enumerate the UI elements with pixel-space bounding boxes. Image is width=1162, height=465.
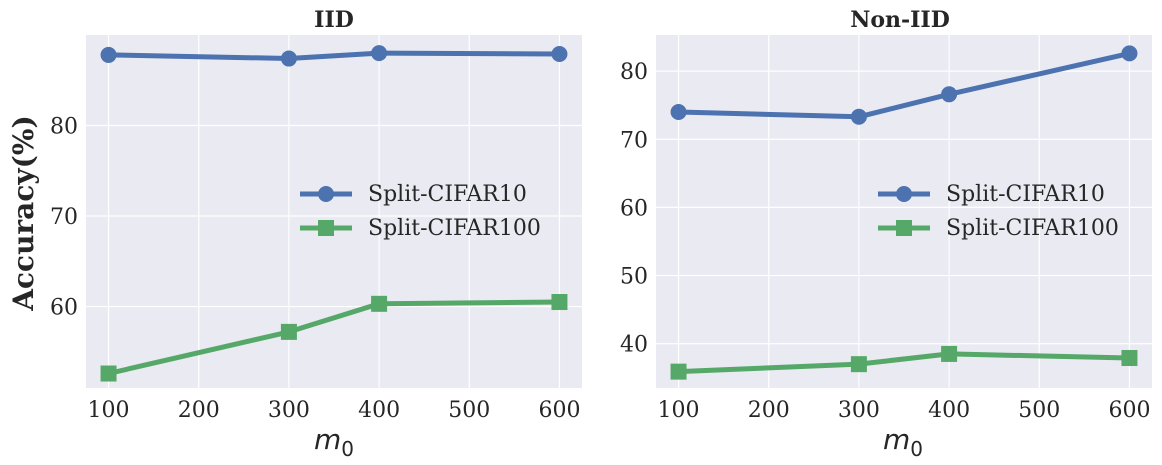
plot-area-iid	[86, 35, 582, 388]
y-tick-label: 40	[620, 333, 648, 358]
legend-marker-split-cifar10	[318, 186, 334, 202]
x-tick-label: 300	[838, 398, 880, 423]
x-tick-label: 200	[748, 398, 790, 423]
data-point	[371, 295, 388, 312]
chart-iid: 100 200 300 400 500 600 60 70 80 IID Accuracy(%)…	[7, 7, 582, 461]
x-axis-label-subscript: 0	[341, 437, 354, 461]
x-axis-label-main: m	[314, 423, 341, 456]
x-axis-label-iid: m0	[314, 423, 354, 461]
data-point	[1121, 45, 1138, 62]
legend-label-split-cifar100: Split-CIFAR100	[946, 216, 1119, 241]
y-tick-label: 70	[620, 128, 648, 153]
x-axis-label-subscript: 0	[910, 437, 923, 461]
x-axis-label-non-iid: m0	[883, 423, 923, 461]
ticks-non-iid: 100 200 300 400 500 600 40 50 60 70 80	[620, 60, 1150, 423]
series-non-iid	[670, 45, 1138, 380]
data-point	[100, 365, 117, 382]
series-line-split-cifar100	[106, 299, 562, 376]
x-tick-label: 100	[658, 398, 700, 423]
data-point	[850, 108, 867, 125]
plot-area-non-iid	[656, 35, 1152, 388]
data-point	[551, 46, 568, 63]
x-tick-label: 600	[538, 398, 580, 423]
data-point	[280, 323, 297, 340]
data-point	[1121, 350, 1138, 367]
legend-marker-split-cifar100	[896, 220, 912, 236]
legend-label-split-cifar10: Split-CIFAR10	[946, 182, 1105, 207]
y-tick-label: 50	[620, 265, 648, 290]
chart-title-iid: IID	[314, 7, 354, 33]
legend-non-iid: Split-CIFAR10 Split-CIFAR100	[878, 182, 1119, 241]
data-point	[551, 294, 568, 311]
legend-label-split-cifar10: Split-CIFAR10	[368, 182, 527, 207]
chart-title-non-iid: Non-IID	[850, 7, 950, 33]
y-tick-label: 60	[620, 196, 648, 221]
data-point	[100, 46, 117, 63]
y-tick-label: 70	[50, 205, 78, 230]
data-point	[850, 356, 867, 373]
data-point	[670, 104, 687, 121]
series-iid	[100, 45, 568, 382]
x-tick-label: 500	[1018, 398, 1060, 423]
legend-label-split-cifar100: Split-CIFAR100	[368, 216, 541, 241]
legend-marker-split-cifar10	[896, 186, 912, 202]
legend-marker-split-cifar100	[318, 220, 334, 236]
x-tick-label: 600	[1108, 398, 1150, 423]
data-point	[371, 45, 388, 62]
x-axis-label-main: m	[883, 423, 910, 456]
grid-iid	[86, 35, 582, 388]
x-tick-label: 200	[178, 398, 220, 423]
series-line-split-cifar10	[106, 50, 562, 61]
data-point	[941, 345, 958, 362]
x-tick-label: 400	[358, 398, 400, 423]
x-tick-label: 300	[268, 398, 310, 423]
x-tick-label: 500	[448, 398, 490, 423]
x-tick-label: 400	[928, 398, 970, 423]
data-point	[941, 86, 958, 103]
series-line-split-cifar100	[676, 351, 1132, 375]
y-tick-label: 80	[620, 60, 648, 85]
y-axis-label-iid: Accuracy(%)	[7, 115, 40, 312]
data-point	[670, 363, 687, 380]
data-point	[280, 50, 297, 67]
y-tick-label: 60	[50, 296, 78, 321]
ticks-iid: 100 200 300 400 500 600 60 70 80	[50, 115, 580, 423]
legend-iid: Split-CIFAR10 Split-CIFAR100	[300, 182, 541, 241]
y-tick-label: 80	[50, 115, 78, 140]
series-line-split-cifar10	[676, 50, 1132, 120]
grid-non-iid	[656, 35, 1152, 388]
x-tick-label: 100	[88, 398, 130, 423]
